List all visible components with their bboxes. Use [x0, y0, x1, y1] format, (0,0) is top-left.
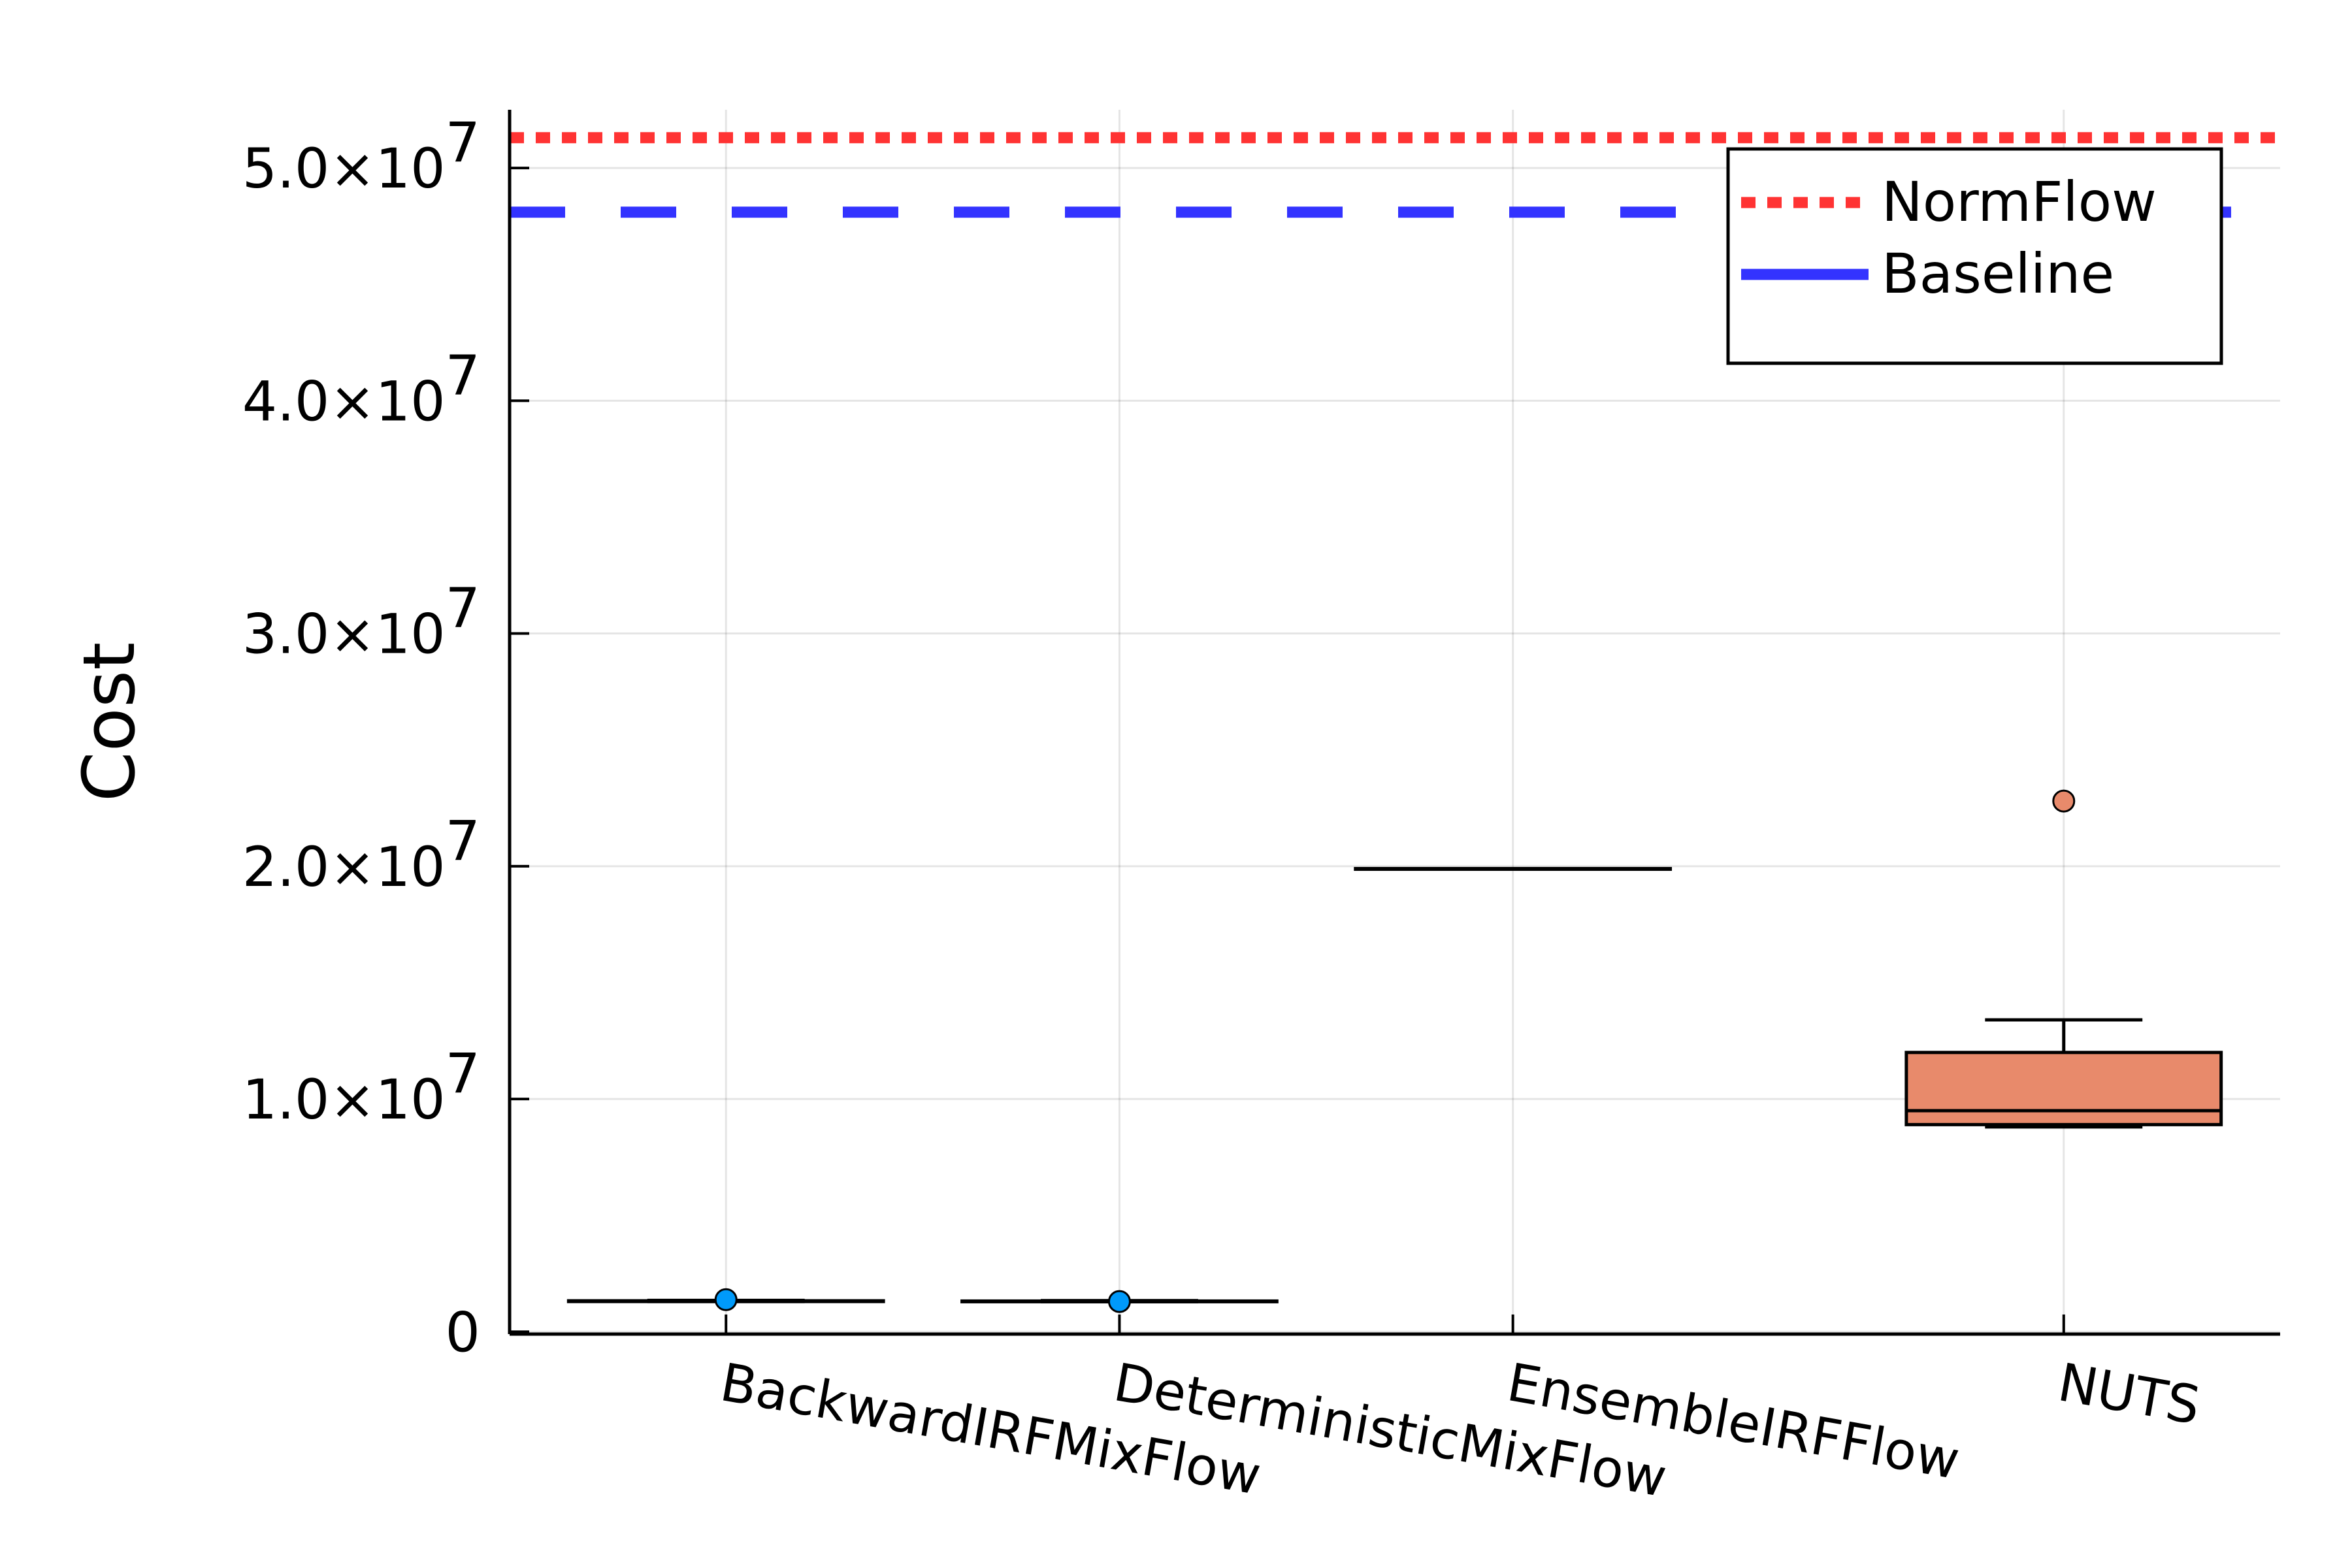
boxes: [566, 789, 2223, 1313]
y-tick-label-5: 5.0×107: [242, 110, 480, 201]
y-tick-exponent: 7: [446, 809, 480, 873]
legend-label-baseline: Baseline: [1882, 242, 2114, 306]
y-tick-mantissa: 3.0×10: [242, 602, 446, 666]
box-backwardirfmixflow: [566, 1288, 885, 1311]
box-deterministicmixflow: [960, 1290, 1279, 1313]
y-tick-label-0: 0: [446, 1300, 480, 1364]
box-nuts: [1904, 789, 2223, 1129]
x-category-label-3: NUTS: [2053, 1352, 2204, 1436]
y-tick-label-1: 1.0×107: [242, 1041, 480, 1132]
y-tick-exponent: 7: [446, 110, 480, 174]
box-body: [1904, 1051, 2223, 1126]
y-tick-label-4: 4.0×107: [242, 343, 480, 433]
y-tick-mantissa: 1.0×10: [242, 1068, 446, 1132]
y-tick-mantissa: 5.0×10: [242, 137, 446, 201]
y-axis-title: Cost: [67, 642, 151, 802]
y-tick-label-2: 2.0×107: [242, 809, 480, 899]
legend-label-normflow: NormFlow: [1882, 170, 2157, 234]
y-tick-mantissa: 2.0×10: [242, 835, 446, 899]
y-tick-exponent: 7: [446, 1041, 480, 1105]
y-tick-exponent: 7: [446, 576, 480, 640]
y-tick-label-3: 3.0×107: [242, 576, 480, 666]
box-ensembleirfflow: [1354, 866, 1673, 871]
outlier-point: [1107, 1290, 1131, 1313]
outlier-point: [2052, 789, 2076, 813]
legend: NormFlow Baseline: [1726, 147, 2223, 365]
legend-box: [1726, 147, 2223, 365]
y-tick-mantissa: 0: [446, 1300, 480, 1364]
grid-lines: [510, 110, 2280, 1334]
y-tick-exponent: 7: [446, 343, 480, 407]
y-tick-mantissa: 4.0×10: [242, 369, 446, 433]
outlier-point: [714, 1288, 738, 1311]
